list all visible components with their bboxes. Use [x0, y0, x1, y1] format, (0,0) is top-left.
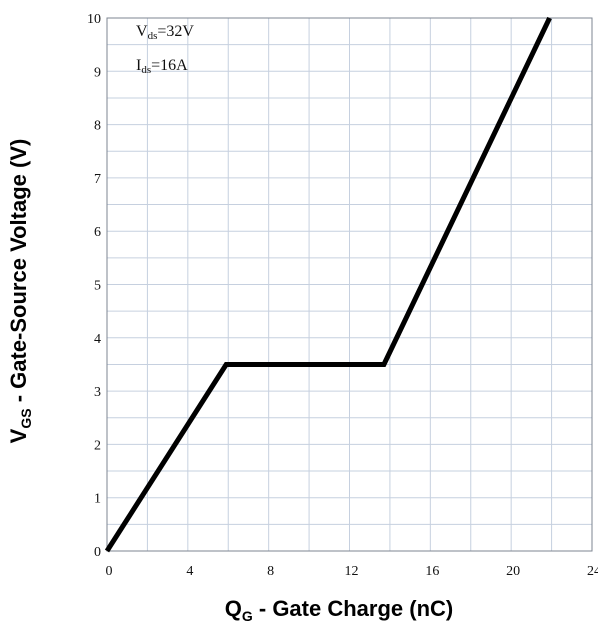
conditions-annotation: Vds=32V Ids=16A	[136, 23, 194, 76]
y-tick-label: 7	[94, 172, 101, 187]
x-tick-label: 0	[106, 564, 113, 579]
series-line	[104, 16, 552, 553]
y-tick-label: 5	[94, 279, 101, 294]
y-axis-title: VGS - Gate-Source Voltage (V)	[6, 139, 34, 444]
y-tick-label: 2	[94, 438, 101, 453]
y-tick-label: 9	[94, 65, 101, 80]
ids-condition: Ids=16A	[136, 57, 188, 76]
grid	[106, 17, 593, 552]
y-tick-label: 4	[94, 332, 101, 347]
y-tick-label: 3	[94, 385, 101, 400]
x-tick-label: 20	[506, 564, 520, 579]
x-tick-label: 12	[345, 564, 359, 579]
y-tick-label: 0	[94, 545, 101, 560]
y-tick-label: 6	[94, 225, 101, 240]
y-tick-label: 10	[87, 12, 101, 27]
vds-condition: Vds=32V	[136, 23, 194, 42]
y-tick-label: 8	[94, 119, 101, 134]
y-tick-labels: 0 1 2 3 4 5 6 7 8 9 10	[87, 12, 101, 560]
y-tick-label: 1	[94, 492, 101, 507]
x-tick-label: 24	[587, 564, 598, 579]
plot-frame	[106, 17, 593, 552]
x-tick-labels: 0 4 8 12 16 20 24	[106, 564, 598, 579]
x-axis-title: QG - Gate Charge (nC)	[225, 596, 453, 624]
x-tick-label: 8	[267, 564, 274, 579]
x-tick-label: 4	[186, 564, 193, 579]
series-layer	[104, 16, 552, 553]
x-tick-label: 16	[425, 564, 439, 579]
